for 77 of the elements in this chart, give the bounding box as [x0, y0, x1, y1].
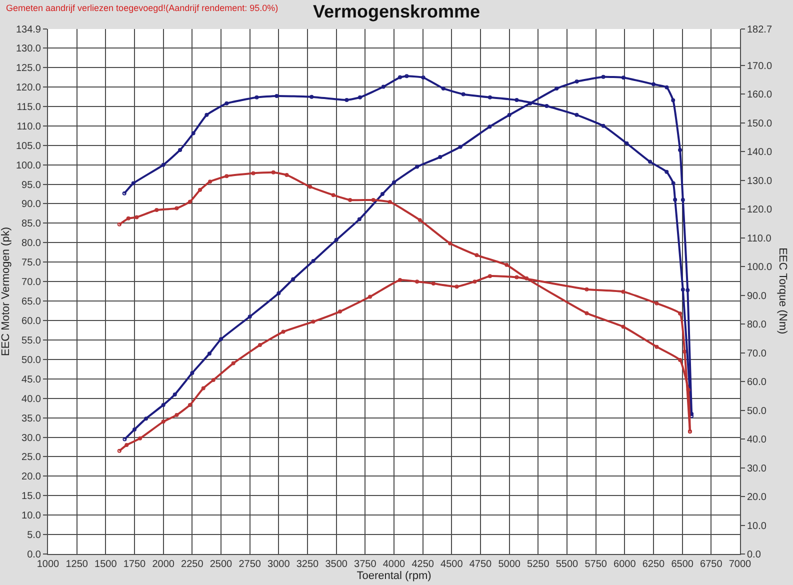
x-tick-label: 2000	[152, 559, 175, 570]
y-tick-label: 85.0	[22, 218, 42, 230]
y2-tick-label: 150.0	[747, 118, 772, 130]
x-tick-label: 2500	[210, 559, 233, 570]
x-tick-label: 2750	[238, 559, 262, 570]
y2-tick-label: 120.0	[747, 204, 772, 216]
y2-tick-label: 50.0	[747, 406, 767, 417]
y-tick-label: 125.0	[16, 63, 42, 74]
y-tick-label: 20.0	[22, 472, 42, 483]
y-tick-label: 80.0	[22, 238, 42, 250]
x-tick-label: 5000	[498, 559, 521, 570]
x-tick-label: 5250	[527, 559, 550, 570]
x-tick-label: 4750	[469, 559, 492, 570]
y-tick-label: 70.0	[22, 277, 42, 288]
y2-tick-label: 80.0	[747, 320, 767, 331]
x-tick-label: 3500	[325, 559, 348, 570]
x-tick-label: 7000	[728, 559, 752, 570]
y-tick-label: 134.9	[16, 24, 42, 36]
y-axis-title: EEC Motor Vermogen (pk)	[0, 227, 12, 356]
x-tick-label: 3250	[296, 559, 320, 570]
y2-tick-label: 10.0	[747, 520, 767, 532]
y-tick-label: 95.0	[22, 180, 42, 191]
y2-tick-label: 90.0	[747, 290, 767, 302]
y-tick-label: 10.0	[22, 510, 42, 522]
x-tick-label: 5750	[584, 559, 608, 570]
x-tick-label: 6750	[700, 559, 723, 570]
x-tick-label: 3000	[268, 559, 290, 570]
y-tick-label: 15.0	[22, 491, 42, 502]
x-tick-label: 6000	[614, 559, 636, 570]
x-axis-title: Toerental (rpm)	[356, 570, 432, 582]
y-tick-label: 65.0	[22, 296, 42, 308]
x-tick-label: 1500	[94, 559, 118, 570]
y-tick-label: 35.0	[22, 413, 42, 424]
y2-tick-label: 160.0	[747, 90, 772, 101]
y2-tick-label: 30.0	[747, 463, 767, 474]
y-tick-label: 25.0	[22, 452, 42, 464]
y2-tick-label: 70.0	[747, 348, 767, 360]
y2-tick-label: 130.0	[747, 176, 772, 187]
x-tick-label: 6250	[642, 559, 666, 570]
y-tick-label: 120.0	[16, 82, 42, 94]
y-tick-label: 90.0	[22, 199, 42, 210]
y-tick-label: 60.0	[22, 316, 42, 327]
x-tick-label: 1250	[66, 559, 88, 570]
x-tick-label: 4000	[382, 559, 406, 570]
x-tick-label: 1000	[36, 559, 60, 570]
y-tick-label: 30.0	[22, 432, 42, 444]
y-tick-label: 50.0	[22, 354, 42, 366]
y-tick-label: 100.0	[16, 160, 42, 172]
y-tick-label: 75.0	[22, 258, 42, 269]
text: Gemeten aandrijf verliezen toegevoegd!(Aandrijf rendement: 95.0%)	[6, 3, 278, 13]
y-tick-label: 110.0	[16, 121, 42, 132]
y-tick-label: 105.0	[16, 140, 42, 152]
y-tick-label: 5.0	[27, 530, 42, 542]
x-tick-label: 4500	[440, 559, 464, 570]
x-tick-label: 4250	[412, 559, 434, 570]
y-tick-label: 115.0	[16, 102, 42, 113]
y2-tick-label: 110.0	[747, 233, 772, 244]
y2-tick-label: 140.0	[747, 147, 772, 158]
x-tick-label: 5500	[556, 559, 579, 570]
y2-tick-label: 170.0	[747, 60, 772, 72]
x-tick-label: 1750	[123, 559, 146, 570]
y2-tick-label: 0.0	[747, 550, 762, 560]
y-tick-label: 130.0	[16, 44, 42, 55]
y2-tick-label: 40.0	[747, 434, 767, 446]
x-tick-label: 6500	[671, 559, 694, 570]
y2-tick-label: 20.0	[747, 492, 767, 504]
y-tick-label: 0.0	[27, 550, 42, 560]
y2-tick-label: 100.0	[747, 262, 772, 274]
y2-axis-title: EEC Torque (Nm)	[776, 248, 788, 334]
x-tick-label: 3750	[354, 559, 377, 570]
y-tick-label: 55.0	[22, 335, 42, 346]
y-tick-label: 40.0	[22, 394, 42, 405]
y-tick-label: 45.0	[22, 374, 42, 386]
y2-tick-label: 182.7	[747, 24, 772, 36]
chart-title: Vermogenskromme	[312, 1, 480, 22]
y2-tick-label: 60.0	[747, 377, 767, 388]
x-tick-label: 2250	[181, 559, 204, 570]
